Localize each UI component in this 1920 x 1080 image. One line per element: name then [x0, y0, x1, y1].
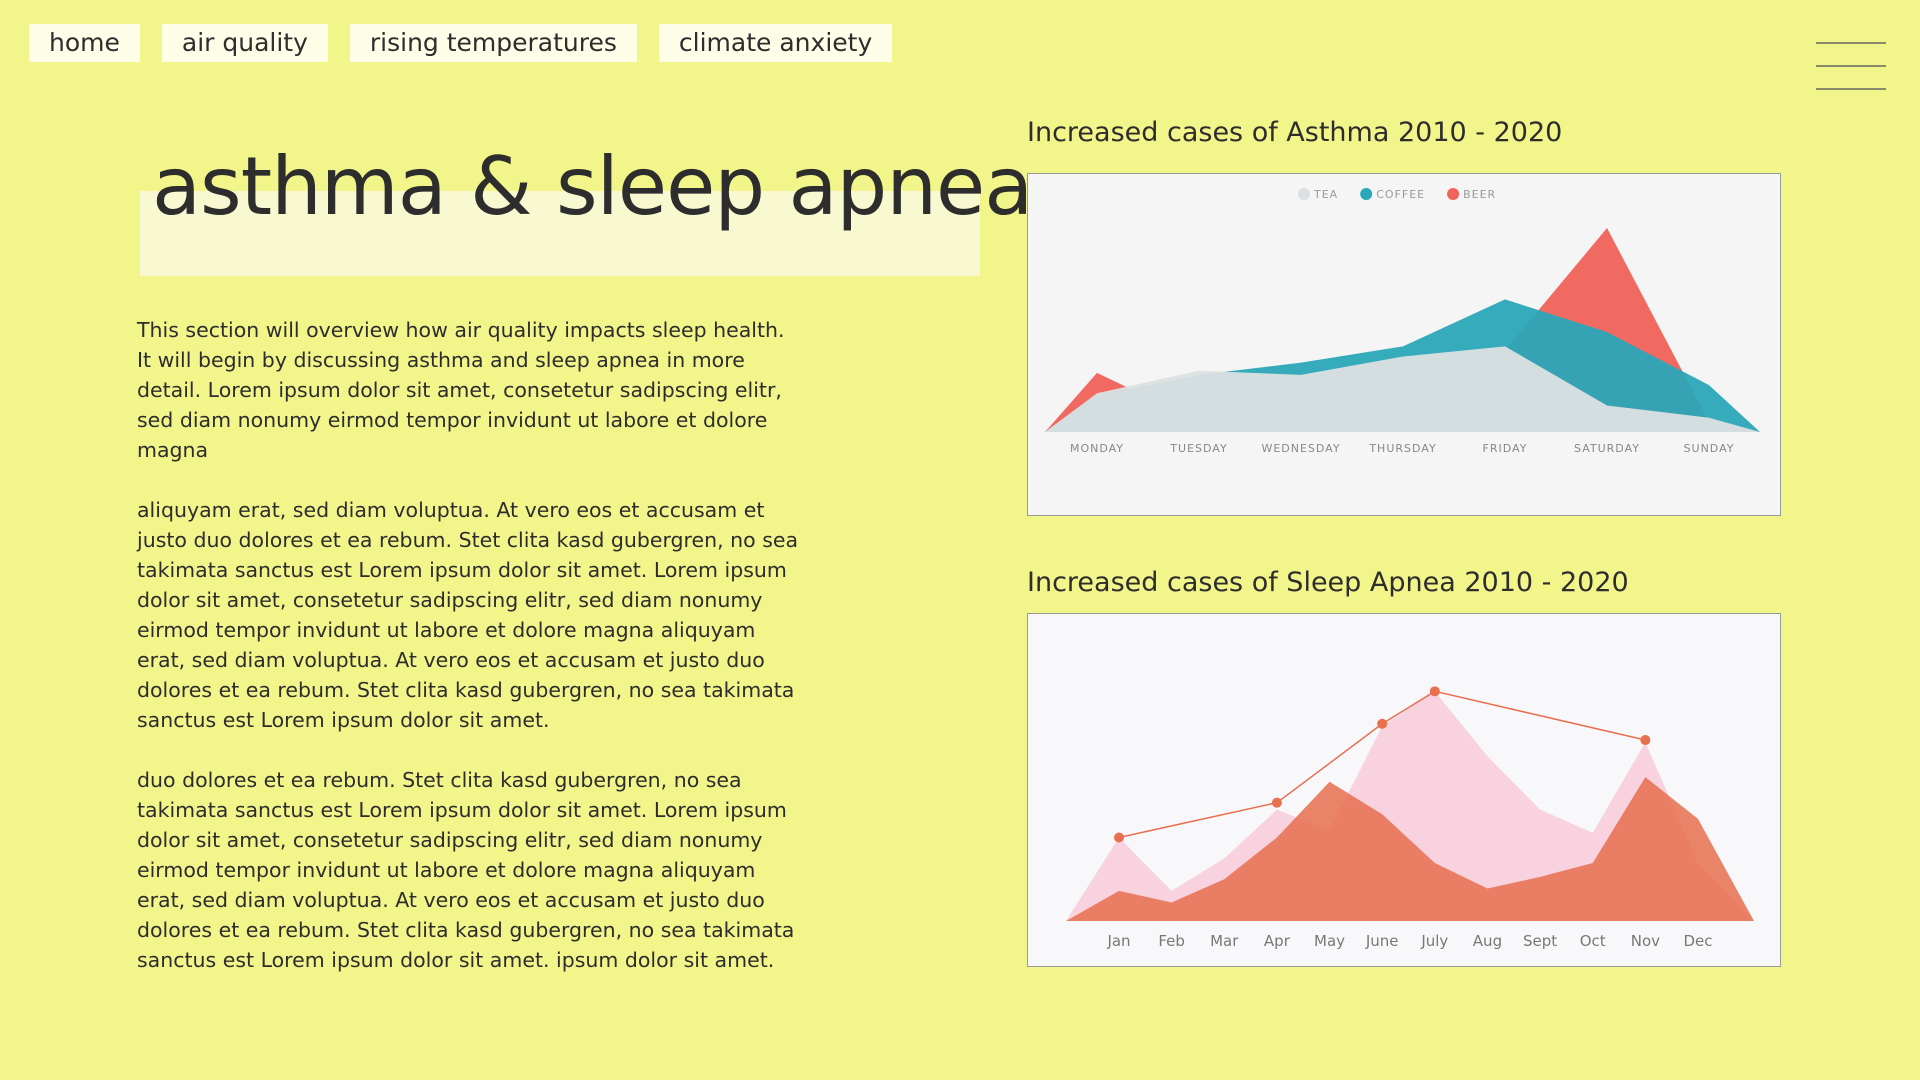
legend-label: TEA [1313, 188, 1338, 201]
point [1640, 735, 1651, 746]
x-tick-label: SATURDAY [1574, 442, 1640, 455]
menu-button[interactable] [1816, 42, 1886, 111]
legend-swatch [1360, 188, 1373, 200]
paragraph: aliquyam erat, sed diam voluptua. At ver… [137, 498, 799, 732]
x-tick-label: June [1365, 932, 1399, 950]
legend-label: COFFEE [1376, 188, 1425, 201]
x-tick-label: Sept [1523, 932, 1557, 950]
chart-title: Increased cases of Asthma 2010 - 2020 [1027, 117, 1563, 148]
x-tick-label: Nov [1631, 932, 1660, 950]
chart: Jan Feb Mar Apr May June July Aug Sept Oct Nov Dec [1027, 613, 1781, 967]
legend-label: BEER [1463, 188, 1496, 201]
x-tick-label: Feb [1158, 932, 1185, 950]
heading: asthma & sleep apnea [152, 140, 1033, 233]
nav: home air quality rising temperatures cli… [29, 24, 893, 62]
x-tick-label: WEDNESDAY [1261, 442, 1340, 455]
point [1114, 832, 1124, 843]
chart-title: Increased cases of Sleep Apnea 2010 - 20… [1027, 567, 1629, 598]
area [1066, 691, 1754, 921]
nav-link[interactable]: home [29, 24, 140, 62]
x-tick-label: Apr [1264, 932, 1291, 950]
legend-swatch [1447, 188, 1460, 200]
point [1377, 718, 1388, 729]
x-tick-label: TUESDAY [1169, 442, 1227, 455]
x-tick-label: FRIDAY [1483, 442, 1528, 455]
paragraph: duo dolores et ea rebum. Stet clita kasd… [137, 768, 795, 972]
x-tick-label: Aug [1473, 932, 1502, 950]
x-tick-label: July [1420, 932, 1448, 950]
area [1066, 777, 1754, 921]
highlight [140, 191, 980, 276]
chart: MONDAY TUESDAY WEDNESDAY THURSDAY FRIDAY SATU… [1027, 173, 1781, 516]
x-tick-label: Dec [1683, 932, 1712, 950]
x-tick-label: SUNDAY [1684, 442, 1735, 455]
x-tick-label: Jan [1106, 932, 1130, 950]
x-tick-label: THURSDAY [1368, 442, 1436, 455]
point [1429, 686, 1440, 697]
x-tick-label: May [1314, 932, 1345, 950]
point [1271, 797, 1282, 808]
nav-link[interactable]: air quality [161, 24, 328, 62]
body-text: This section will overview how air quali… [137, 315, 802, 1005]
nav-link[interactable]: rising temperatures [349, 24, 637, 62]
area [1045, 346, 1760, 432]
nav-link[interactable]: climate anxiety [658, 24, 893, 62]
legend-swatch [1298, 188, 1310, 200]
x-tick-label: Oct [1580, 932, 1606, 950]
paragraph: This section will overview how air quali… [137, 318, 785, 462]
x-tick-label: Mar [1210, 932, 1239, 950]
x-tick-label: MONDAY [1070, 442, 1124, 455]
